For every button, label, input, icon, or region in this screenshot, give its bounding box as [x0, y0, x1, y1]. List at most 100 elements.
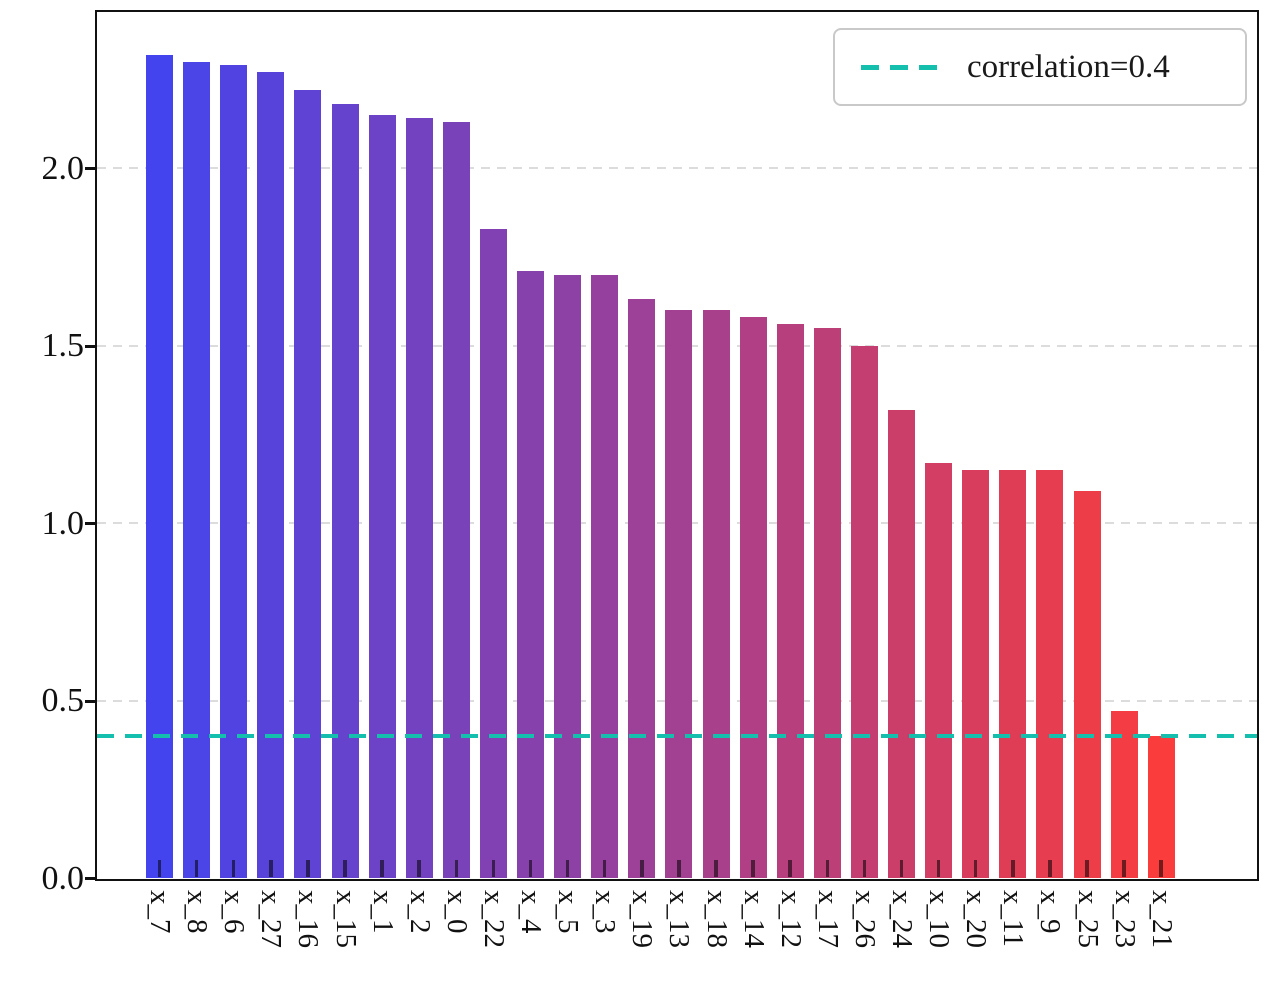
x-axis-inner-tick [1085, 860, 1089, 877]
x-tick-label: x_5 [552, 890, 585, 934]
x-axis-inner-tick [269, 860, 273, 877]
x-tick-label: x_16 [292, 890, 325, 948]
bar [331, 104, 359, 878]
bar [850, 345, 878, 878]
bar [479, 228, 507, 878]
x-axis-inner-tick [640, 860, 644, 877]
x-tick-label: x_8 [181, 890, 214, 934]
y-tick-label: 0.0 [41, 859, 85, 897]
x-axis-inner-tick [751, 860, 755, 877]
bar [183, 61, 211, 878]
bar [888, 409, 915, 878]
x-tick-label: x_0 [440, 890, 473, 934]
y-tick-mark [85, 699, 95, 703]
bar [146, 54, 173, 878]
y-tick-label: 2.0 [41, 149, 85, 187]
x-tick-label: x_10 [923, 890, 956, 948]
bar [999, 469, 1027, 878]
plot-area [95, 10, 1259, 881]
bar [665, 310, 693, 878]
x-axis-inner-tick [491, 860, 496, 877]
x-axis-inner-tick [899, 860, 904, 877]
x-tick-label: x_27 [255, 890, 288, 948]
bar [925, 462, 953, 878]
x-tick-label: x_24 [886, 890, 918, 948]
x-tick-label: x_12 [774, 890, 807, 948]
x-tick-label: x_19 [626, 890, 659, 948]
legend: correlation=0.4 [833, 28, 1247, 106]
bar [294, 90, 322, 878]
bar [1147, 736, 1175, 878]
bar [1110, 711, 1138, 878]
x-tick-label: x_13 [663, 890, 696, 948]
x-tick-label: x_15 [329, 890, 362, 948]
y-tick-label: 1.5 [41, 327, 85, 365]
bar [405, 118, 433, 878]
correlation-reference-line [97, 733, 1257, 739]
x-axis-inner-tick [602, 860, 607, 877]
x-tick-label: x_18 [700, 890, 733, 948]
x-tick-label: x_11 [997, 890, 1030, 947]
x-axis-inner-tick [825, 860, 830, 877]
x-axis-inner-tick [528, 860, 533, 877]
x-axis-inner-tick [565, 860, 570, 877]
x-tick-label: x_4 [515, 890, 547, 934]
gridline [97, 167, 1257, 170]
x-tick-label: x_17 [811, 890, 844, 948]
bar [442, 122, 470, 878]
x-tick-label: x_3 [589, 890, 622, 934]
y-tick-label: 0.5 [41, 682, 85, 720]
y-tick-mark [85, 167, 95, 171]
x-tick-label: x_9 [1034, 890, 1067, 934]
bar [962, 469, 990, 878]
x-axis-inner-tick [306, 860, 310, 877]
x-tick-label: x_25 [1071, 890, 1104, 948]
x-axis-inner-tick [343, 860, 347, 877]
x-tick-label: x_23 [1108, 890, 1141, 948]
x-axis-inner-tick [231, 860, 236, 877]
y-tick-mark [85, 877, 95, 880]
legend-label: correlation=0.4 [967, 48, 1170, 85]
x-tick-label: x_7 [144, 890, 176, 934]
bar [702, 310, 730, 878]
y-tick-label: 1.0 [41, 504, 85, 542]
bar [1036, 469, 1064, 878]
y-tick-mark [85, 522, 95, 526]
bar [628, 299, 656, 878]
bar [1073, 491, 1101, 878]
x-axis-inner-tick [936, 860, 941, 877]
bar [813, 327, 841, 878]
x-tick-label: x_6 [218, 890, 251, 934]
x-tick-label: x_2 [403, 890, 436, 934]
x-axis-inner-tick [157, 860, 162, 877]
x-tick-label: x_22 [477, 890, 510, 948]
bar [517, 271, 544, 878]
bar [554, 274, 582, 878]
bar [739, 317, 767, 878]
bar [220, 65, 248, 878]
x-axis-inner-tick [1011, 860, 1015, 877]
x-axis-inner-tick [1159, 860, 1163, 877]
x-axis-inner-tick [677, 860, 681, 877]
x-tick-label: x_20 [960, 890, 993, 948]
bar [257, 72, 285, 878]
bar [591, 274, 619, 878]
x-axis-inner-tick [454, 860, 459, 877]
x-axis-inner-tick [973, 860, 978, 877]
x-axis-inner-tick [862, 860, 867, 877]
x-tick-label: x_21 [1145, 890, 1178, 948]
bar [776, 324, 804, 878]
x-axis-inner-tick [714, 860, 718, 877]
legend-dashed-line-sample [861, 64, 941, 70]
x-tick-label: x_1 [366, 890, 399, 934]
x-axis-inner-tick [380, 860, 384, 877]
x-axis-inner-tick [1122, 860, 1126, 877]
x-tick-label: x_26 [848, 890, 881, 948]
x-tick-label: x_14 [737, 890, 770, 948]
x-axis-inner-tick [788, 860, 792, 877]
y-tick-mark [85, 344, 95, 348]
x-axis-inner-tick [417, 860, 421, 877]
x-axis-inner-tick [1048, 860, 1052, 877]
x-axis-inner-tick [194, 860, 199, 877]
